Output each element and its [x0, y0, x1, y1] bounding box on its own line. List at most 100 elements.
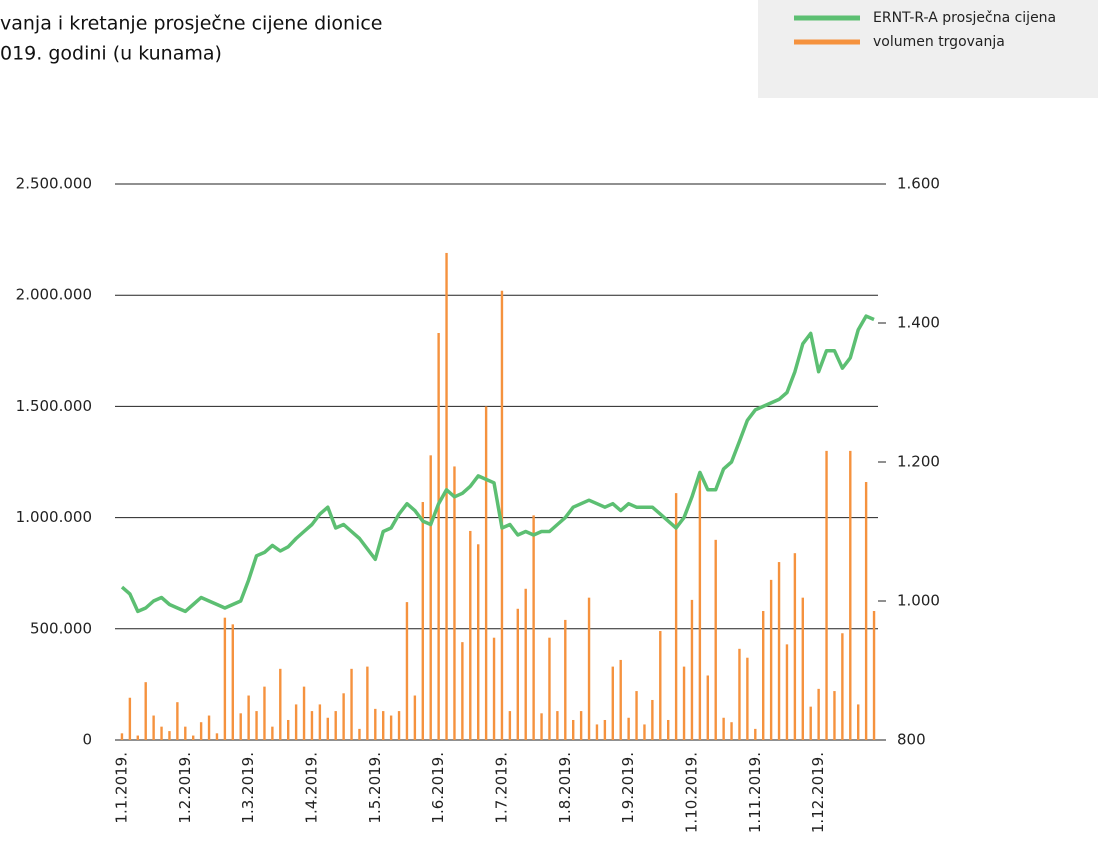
y2-tick-label: 1.200 [897, 453, 940, 471]
bar [326, 717, 329, 740]
x-tick-label: 1.3.2019. [239, 752, 257, 824]
bar [413, 695, 417, 740]
bar [667, 719, 670, 740]
bar [864, 482, 868, 740]
bar [579, 711, 583, 740]
bar [556, 711, 559, 740]
bar [176, 702, 179, 740]
bar [302, 686, 306, 740]
y-tick-label: 1.500.000 [16, 397, 92, 415]
bar [310, 711, 314, 740]
y2-tick-label: 1.400 [897, 314, 940, 332]
bar [564, 619, 567, 740]
bar [199, 722, 203, 740]
bar [215, 733, 219, 740]
x-tick-label: 1.12.2019. [809, 752, 827, 833]
bar [294, 704, 298, 740]
bar [508, 711, 512, 740]
bar [603, 719, 607, 740]
y-tick-label: 2.000.000 [16, 286, 92, 304]
x-tick-label: 1.6.2019. [429, 752, 447, 824]
bar [762, 611, 765, 740]
bar [207, 715, 211, 740]
bar [714, 539, 717, 740]
bar [825, 450, 828, 740]
bar [492, 637, 496, 740]
chart-title: vanja i kretanje prosječne cijene dionic… [0, 13, 383, 35]
y2-tick-label: 1.000 [897, 592, 940, 610]
bar [587, 597, 591, 740]
bar [152, 715, 155, 740]
bar [801, 597, 804, 740]
bar [231, 624, 234, 740]
bar [785, 644, 789, 740]
bar [730, 722, 733, 740]
x-tick-label: 1.8.2019. [556, 752, 574, 824]
bar [872, 611, 876, 740]
bar [754, 728, 757, 740]
bar [635, 691, 638, 740]
bar [397, 711, 401, 740]
bar [833, 691, 836, 740]
y2-tick-label: 1.600 [897, 175, 940, 193]
bar [738, 648, 741, 740]
bar [690, 599, 694, 740]
bar [817, 688, 820, 740]
bar [651, 699, 654, 740]
bar [857, 704, 860, 740]
bar [777, 562, 781, 740]
x-tick-label: 1.9.2019. [619, 752, 637, 824]
bar [595, 724, 599, 740]
bar [160, 726, 163, 740]
bar [374, 708, 377, 740]
x-tick-label: 1.5.2019. [366, 752, 384, 824]
x-tick-label: 1.1.2019. [112, 752, 130, 824]
bar [192, 735, 195, 740]
bar [405, 602, 409, 740]
bar [746, 657, 749, 740]
bar [611, 666, 614, 740]
bar [524, 588, 527, 740]
bar [271, 726, 274, 740]
bar [453, 466, 456, 740]
bar [120, 733, 124, 740]
x-tick-label: 1.2.2019. [176, 752, 194, 824]
bar [445, 252, 448, 740]
legend-label: volumen trgovanja [873, 34, 1005, 50]
bar [223, 617, 227, 740]
x-tick-label: 1.10.2019. [682, 752, 700, 833]
bar [477, 544, 480, 740]
bar [532, 515, 535, 740]
bar [168, 731, 171, 740]
x-tick-label: 1.11.2019. [746, 752, 764, 833]
bar [769, 579, 773, 740]
y-tick-label: 500.000 [30, 619, 92, 637]
bar [469, 530, 472, 740]
bar [849, 450, 852, 740]
bar [698, 477, 702, 740]
bar [706, 675, 709, 740]
bar [461, 642, 464, 740]
y2-tick-label: 800 [897, 731, 926, 749]
bar [793, 553, 797, 740]
bar [318, 704, 322, 740]
bar [500, 290, 504, 740]
y-tick-label: 0 [82, 731, 92, 749]
x-tick-label: 1.7.2019. [492, 752, 510, 824]
bar [437, 333, 440, 740]
bar [572, 719, 575, 740]
bar [484, 406, 488, 740]
bar [722, 717, 725, 740]
line [120, 314, 875, 614]
bar [389, 715, 393, 740]
x-tick-label: 1.4.2019. [302, 752, 320, 824]
y-tick-label: 1.000.000 [16, 508, 92, 526]
bar [144, 682, 147, 740]
legend-label: ERNT-R-A prosječna cijena [873, 10, 1056, 26]
bar [184, 726, 187, 740]
bar [643, 724, 646, 740]
chart-title: 019. godini (u kunama) [0, 43, 222, 65]
bar [516, 608, 519, 740]
bar [841, 633, 844, 740]
